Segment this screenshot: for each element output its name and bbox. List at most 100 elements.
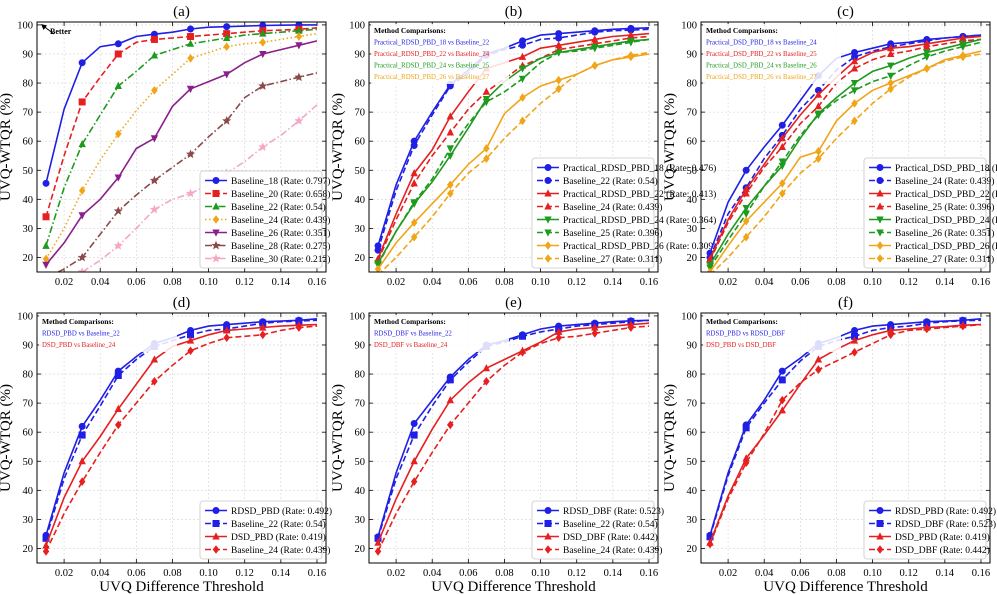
series-line	[709, 38, 982, 261]
y-tick-label: 50	[355, 166, 366, 177]
y-tick-label: 20	[687, 544, 698, 555]
data-point	[185, 188, 196, 198]
data-point	[482, 87, 491, 95]
x-tick-label: 0.08	[827, 568, 845, 579]
data-point	[410, 431, 418, 439]
x-tick-label: 0.02	[387, 568, 405, 579]
data-point	[814, 90, 823, 98]
data-point	[779, 189, 786, 198]
data-point	[627, 51, 635, 60]
legend-swatch-marker	[544, 532, 552, 540]
data-point	[187, 346, 194, 356]
x-tick-label: 0.16	[640, 277, 658, 288]
y-tick-label: 20	[355, 253, 366, 264]
series-line	[709, 323, 982, 545]
x-tick-label: 0.12	[900, 568, 918, 579]
x-tick-label: 0.08	[163, 568, 181, 579]
y-tick-label: 20	[23, 544, 34, 555]
legend-swatch-marker	[544, 545, 552, 554]
legend-entry: Practical_RDSD_PBD_18 (Rate: 0.476)	[563, 163, 716, 174]
legend-entry: Practical_RDSD_PBD_24 (Rate: 0.364)	[563, 215, 716, 226]
series-line	[45, 323, 318, 546]
series-group	[42, 316, 318, 556]
y-tick-label: 100	[17, 311, 33, 322]
x-tick-label: 0.02	[719, 568, 737, 579]
legend-entry: Baseline_24 (Rate: 0.439)	[563, 545, 662, 556]
data-point	[779, 179, 786, 188]
y-tick-label: 90	[23, 340, 34, 351]
data-point	[223, 42, 230, 52]
y-tick-label: 80	[355, 79, 366, 90]
data-point	[591, 61, 599, 70]
legend-entry: Baseline_30 (Rate: 0.212)	[231, 254, 330, 265]
data-point	[887, 49, 895, 58]
data-point	[446, 376, 454, 384]
y-tick-label: 100	[681, 20, 697, 31]
y-tick-label: 80	[355, 370, 366, 381]
series-line	[709, 35, 982, 260]
y-tick-label: 60	[355, 137, 366, 148]
legend-entry: Practical_DSD_PBD_26 (Rate: 0.301)	[895, 241, 997, 252]
y-tick-label: 40	[687, 195, 698, 206]
data-point	[187, 53, 194, 63]
data-point	[778, 142, 786, 150]
x-tick-label: 0.10	[863, 568, 881, 579]
data-point	[815, 365, 822, 374]
annotation-box	[703, 315, 841, 352]
data-point	[814, 112, 823, 120]
series-line	[377, 325, 650, 552]
data-point	[78, 212, 86, 220]
data-point	[814, 102, 823, 110]
y-tick-label: 60	[687, 428, 698, 439]
data-point	[295, 32, 303, 41]
legend-entry: RDSD_DBF (Rate: 0.523)	[563, 506, 664, 517]
data-point	[778, 121, 786, 129]
series-group	[42, 22, 318, 272]
data-point	[923, 53, 931, 62]
annotation-title: Method Comparisons:	[374, 26, 446, 35]
data-point	[555, 333, 562, 343]
x-tick-label: 0.04	[91, 277, 110, 288]
plot-frame	[368, 312, 659, 564]
data-point	[78, 422, 86, 430]
legend-entry: DSD_DBF (Rate: 0.442)	[895, 545, 990, 556]
data-point	[223, 71, 231, 79]
legend-swatch-marker	[212, 532, 220, 540]
data-point	[742, 216, 750, 226]
data-point	[518, 75, 527, 83]
annotation-line: Practical_RDSD_PBD_26 vs Baseline_27	[374, 74, 490, 81]
data-point	[555, 75, 562, 85]
series-line	[377, 53, 650, 270]
legend-swatch-marker	[544, 229, 552, 237]
legend-swatch-marker	[876, 189, 884, 197]
data-point	[151, 377, 158, 386]
data-point	[259, 323, 267, 331]
data-point	[78, 98, 86, 106]
annotation-line: Practical_RDSD_PBD_22 vs Baseline_24	[374, 51, 490, 58]
series-line	[709, 34, 982, 258]
legend-swatch-marker	[876, 202, 884, 210]
data-point	[447, 189, 454, 198]
series-line	[56, 72, 318, 272]
data-point	[519, 332, 527, 340]
data-point	[742, 210, 750, 219]
data-point	[483, 377, 490, 386]
y-tick-label: 80	[23, 370, 34, 381]
legend-entry: Baseline_22 (Rate: 0.54)	[563, 176, 658, 187]
legend-swatch-marker	[212, 215, 220, 224]
data-point	[78, 139, 86, 148]
data-point	[113, 240, 123, 250]
chart-panel-4: (d) 20 30 40 50 60 70 80 90 100 0.02 0.04 0.06 0.08 0.…	[0, 295, 332, 595]
legend-entry: Practical_DSD_PBD_18 (Rate: 0.412)	[895, 163, 997, 174]
annotation-line: Practical_DSD_PBD_22 vs Baseline_25	[706, 51, 817, 58]
data-point	[446, 145, 454, 153]
series-line	[45, 318, 318, 536]
legend-swatch-marker	[876, 216, 884, 224]
data-point	[115, 129, 122, 139]
y-tick-label: 30	[355, 224, 366, 235]
data-point	[555, 34, 563, 42]
panel-label: (c)	[837, 4, 854, 20]
x-tick-label: 0.10	[199, 568, 217, 579]
data-point	[779, 395, 786, 405]
x-axis-label: UVQ Difference Threshold	[763, 579, 928, 595]
